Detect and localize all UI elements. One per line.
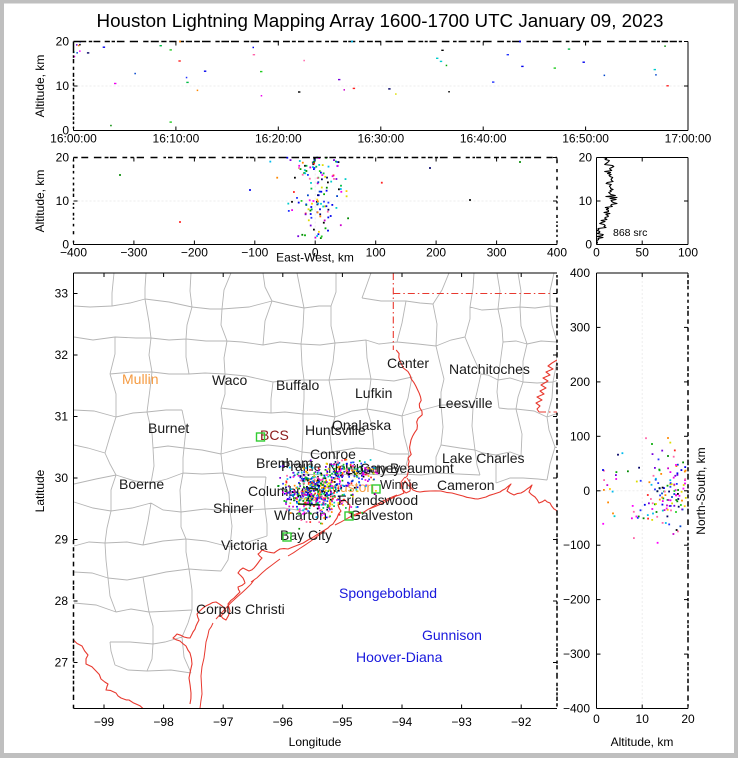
svg-text:−300: −300 — [120, 246, 147, 260]
svg-text:−95: −95 — [332, 715, 353, 729]
svg-text:Waco: Waco — [212, 372, 247, 388]
svg-text:27: 27 — [55, 656, 69, 670]
svg-text:Huntsville: Huntsville — [305, 422, 366, 438]
svg-text:100: 100 — [366, 246, 386, 260]
svg-text:868 src: 868 src — [613, 227, 647, 239]
svg-text:0: 0 — [585, 238, 592, 252]
svg-text:−200: −200 — [181, 246, 208, 260]
svg-text:Beaumont: Beaumont — [390, 460, 454, 476]
svg-text:Prairie: Prairie — [281, 458, 322, 474]
svg-text:−99: −99 — [94, 715, 115, 729]
svg-text:300: 300 — [570, 320, 590, 334]
svg-text:Spongebobland: Spongebobland — [339, 585, 437, 601]
svg-text:100: 100 — [678, 246, 698, 260]
svg-text:Shiner: Shiner — [213, 500, 254, 516]
svg-text:Corpus Christi: Corpus Christi — [196, 601, 285, 617]
svg-text:10: 10 — [579, 194, 593, 208]
svg-text:10: 10 — [56, 79, 70, 93]
svg-text:−100: −100 — [563, 538, 590, 552]
svg-text:20: 20 — [579, 151, 593, 165]
svg-text:Bay City: Bay City — [280, 527, 332, 543]
svg-text:16:10:00: 16:10:00 — [153, 132, 200, 146]
svg-text:Longitude: Longitude — [289, 735, 342, 749]
svg-text:Lufkin: Lufkin — [355, 385, 392, 401]
svg-text:Boerne: Boerne — [119, 476, 164, 492]
svg-text:300: 300 — [487, 246, 507, 260]
svg-text:Altitude, km: Altitude, km — [611, 735, 674, 749]
svg-text:Cameron: Cameron — [437, 477, 495, 493]
svg-text:400: 400 — [547, 246, 567, 260]
svg-text:16:20:00: 16:20:00 — [255, 132, 302, 146]
svg-text:Leesville: Leesville — [438, 395, 493, 411]
svg-text:20: 20 — [681, 712, 695, 726]
svg-text:16:00:00: 16:00:00 — [50, 132, 97, 146]
svg-text:31: 31 — [55, 410, 69, 424]
svg-text:Brenham: Brenham — [256, 455, 313, 471]
svg-text:Hoover-Diana: Hoover-Diana — [356, 649, 443, 665]
svg-text:−93: −93 — [451, 715, 472, 729]
svg-text:400: 400 — [570, 266, 590, 280]
svg-text:29: 29 — [55, 533, 69, 547]
svg-text:50: 50 — [636, 246, 650, 260]
svg-text:Buffalo: Buffalo — [276, 377, 320, 393]
svg-text:Burnet: Burnet — [148, 420, 189, 436]
svg-text:Natchitoches: Natchitoches — [449, 361, 530, 377]
svg-text:−94: −94 — [392, 715, 413, 729]
svg-text:Altitude, km: Altitude, km — [33, 55, 47, 118]
svg-text:−92: −92 — [511, 715, 532, 729]
svg-text:Mullin: Mullin — [122, 371, 159, 387]
svg-text:Latitude: Latitude — [33, 469, 47, 512]
svg-text:0: 0 — [62, 124, 69, 138]
svg-text:0: 0 — [312, 246, 319, 260]
svg-text:200: 200 — [570, 375, 590, 389]
svg-text:−97: −97 — [213, 715, 234, 729]
svg-text:Altitude, km: Altitude, km — [33, 170, 47, 233]
svg-text:Houston Lightning Mapping Arra: Houston Lightning Mapping Array 1600-170… — [97, 10, 664, 31]
svg-text:−300: −300 — [563, 647, 590, 661]
svg-text:−400: −400 — [563, 702, 590, 716]
svg-text:32: 32 — [55, 348, 69, 362]
svg-text:−98: −98 — [153, 715, 174, 729]
svg-text:16:50:00: 16:50:00 — [562, 132, 609, 146]
svg-text:20: 20 — [56, 151, 70, 165]
svg-text:Friendswood: Friendswood — [338, 492, 418, 508]
svg-text:0: 0 — [593, 712, 600, 726]
svg-text:Gunnison: Gunnison — [422, 627, 482, 643]
svg-text:16:40:00: 16:40:00 — [460, 132, 507, 146]
svg-text:17:00:00: 17:00:00 — [665, 132, 712, 146]
svg-text:0: 0 — [583, 484, 590, 498]
svg-text:100: 100 — [570, 429, 590, 443]
svg-text:Victoria: Victoria — [221, 537, 268, 553]
svg-text:Conroe: Conroe — [310, 446, 356, 462]
svg-text:Wharton: Wharton — [274, 507, 327, 523]
svg-text:16:30:00: 16:30:00 — [357, 132, 404, 146]
svg-text:−400: −400 — [60, 246, 87, 260]
svg-text:−100: −100 — [241, 246, 268, 260]
svg-text:0: 0 — [62, 238, 69, 252]
svg-text:Winnie: Winnie — [380, 478, 418, 492]
svg-text:Center: Center — [387, 355, 429, 371]
svg-text:30: 30 — [55, 471, 69, 485]
svg-text:Lake Charles: Lake Charles — [442, 450, 525, 466]
svg-text:Onalaska: Onalaska — [332, 417, 391, 433]
svg-text:North-South, km: North-South, km — [694, 447, 708, 534]
svg-text:Galveston: Galveston — [350, 507, 413, 523]
svg-text:East-West, km: East-West, km — [276, 251, 354, 265]
svg-text:28: 28 — [55, 594, 69, 608]
svg-text:−96: −96 — [273, 715, 294, 729]
svg-text:−200: −200 — [563, 593, 590, 607]
svg-text:10: 10 — [636, 712, 650, 726]
svg-text:10: 10 — [56, 194, 70, 208]
svg-text:0: 0 — [593, 246, 600, 260]
svg-text:33: 33 — [55, 287, 69, 301]
svg-text:20: 20 — [56, 35, 70, 49]
svg-text:BCS: BCS — [260, 427, 289, 443]
svg-text:200: 200 — [426, 246, 446, 260]
